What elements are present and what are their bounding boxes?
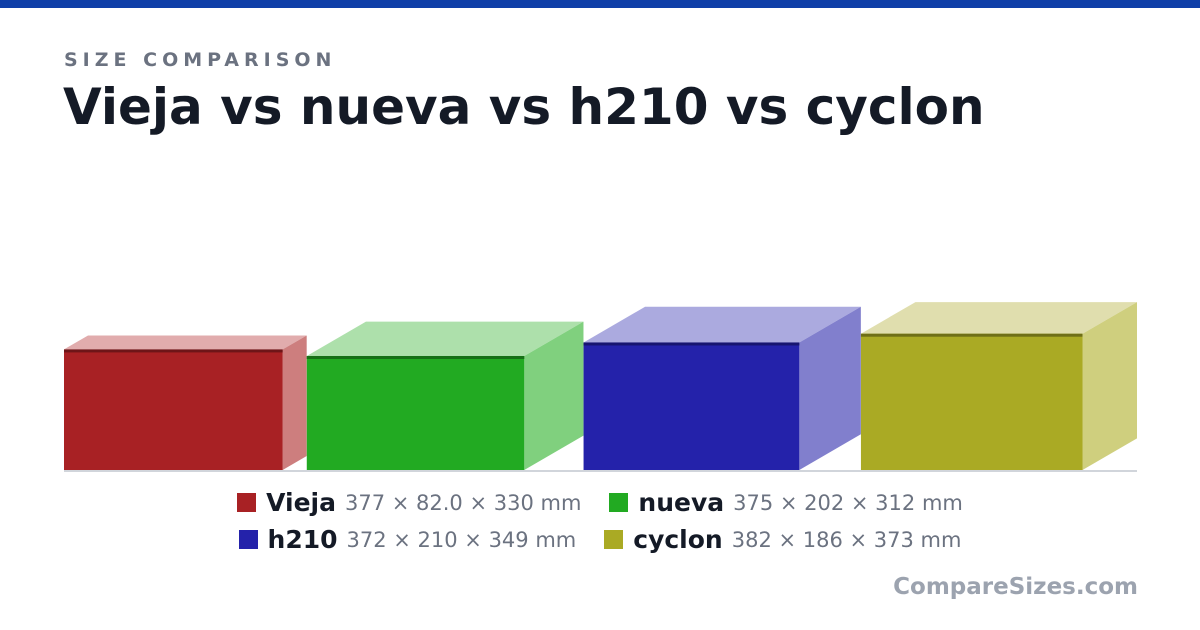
legend-swatch-h210 bbox=[238, 530, 258, 549]
legend-item-cyclon: cyclon 382 × 186 × 373 mm bbox=[604, 525, 961, 554]
legend-dims-vieja: 377 × 82.0 × 330 mm bbox=[345, 490, 582, 515]
box-top-vieja bbox=[64, 335, 307, 350]
site-watermark[interactable]: CompareSizes.com bbox=[893, 574, 1138, 600]
box-side-cyclon bbox=[1082, 302, 1137, 470]
legend-row: Vieja 377 × 82.0 × 330 mm nueva 375 × 20… bbox=[237, 488, 963, 517]
legend-swatch-cyclon bbox=[604, 530, 624, 549]
legend-item-vieja: Vieja 377 × 82.0 × 330 mm bbox=[237, 488, 581, 517]
box-side-vieja bbox=[282, 335, 307, 470]
legend-dims-h210: 372 × 210 × 349 mm bbox=[346, 527, 577, 552]
legend-swatch-nueva bbox=[609, 493, 629, 512]
box-edge-cyclon bbox=[860, 333, 1083, 337]
legend-dims-nueva: 375 × 202 × 312 mm bbox=[733, 490, 963, 515]
top-accent-bar bbox=[0, 0, 1200, 8]
page-title: Vieja vs nueva vs h210 vs cyclon bbox=[63, 78, 985, 136]
box-top-cyclon bbox=[860, 302, 1137, 334]
box-front-vieja bbox=[64, 349, 283, 470]
legend: Vieja 377 × 82.0 × 330 mm nueva 375 × 20… bbox=[0, 488, 1200, 554]
section-eyebrow: SIZE COMPARISON bbox=[64, 49, 337, 71]
legend-dims-cyclon: 382 × 186 × 373 mm bbox=[731, 527, 962, 552]
box-edge-vieja bbox=[64, 349, 283, 353]
box-front-nueva bbox=[306, 355, 525, 470]
legend-name-vieja: Vieja bbox=[266, 488, 336, 517]
legend-name-cyclon: cyclon bbox=[633, 525, 723, 554]
legend-row: h210 372 × 210 × 349 mm cyclon 382 × 186… bbox=[238, 525, 961, 554]
box-front-cyclon bbox=[860, 333, 1083, 470]
legend-swatch-vieja bbox=[237, 493, 257, 512]
legend-item-h210: h210 372 × 210 × 349 mm bbox=[238, 525, 577, 554]
box-edge-h210 bbox=[583, 342, 800, 346]
box-front-h210 bbox=[583, 342, 800, 470]
legend-item-nueva: nueva 375 × 202 × 312 mm bbox=[609, 488, 963, 517]
box-top-nueva bbox=[306, 321, 584, 356]
legend-name-nueva: nueva bbox=[638, 488, 725, 517]
box-top-h210 bbox=[583, 306, 861, 343]
legend-name-h210: h210 bbox=[267, 525, 338, 554]
box-side-nueva bbox=[524, 321, 584, 470]
box-side-h210 bbox=[799, 306, 861, 470]
box-edge-nueva bbox=[306, 355, 525, 359]
